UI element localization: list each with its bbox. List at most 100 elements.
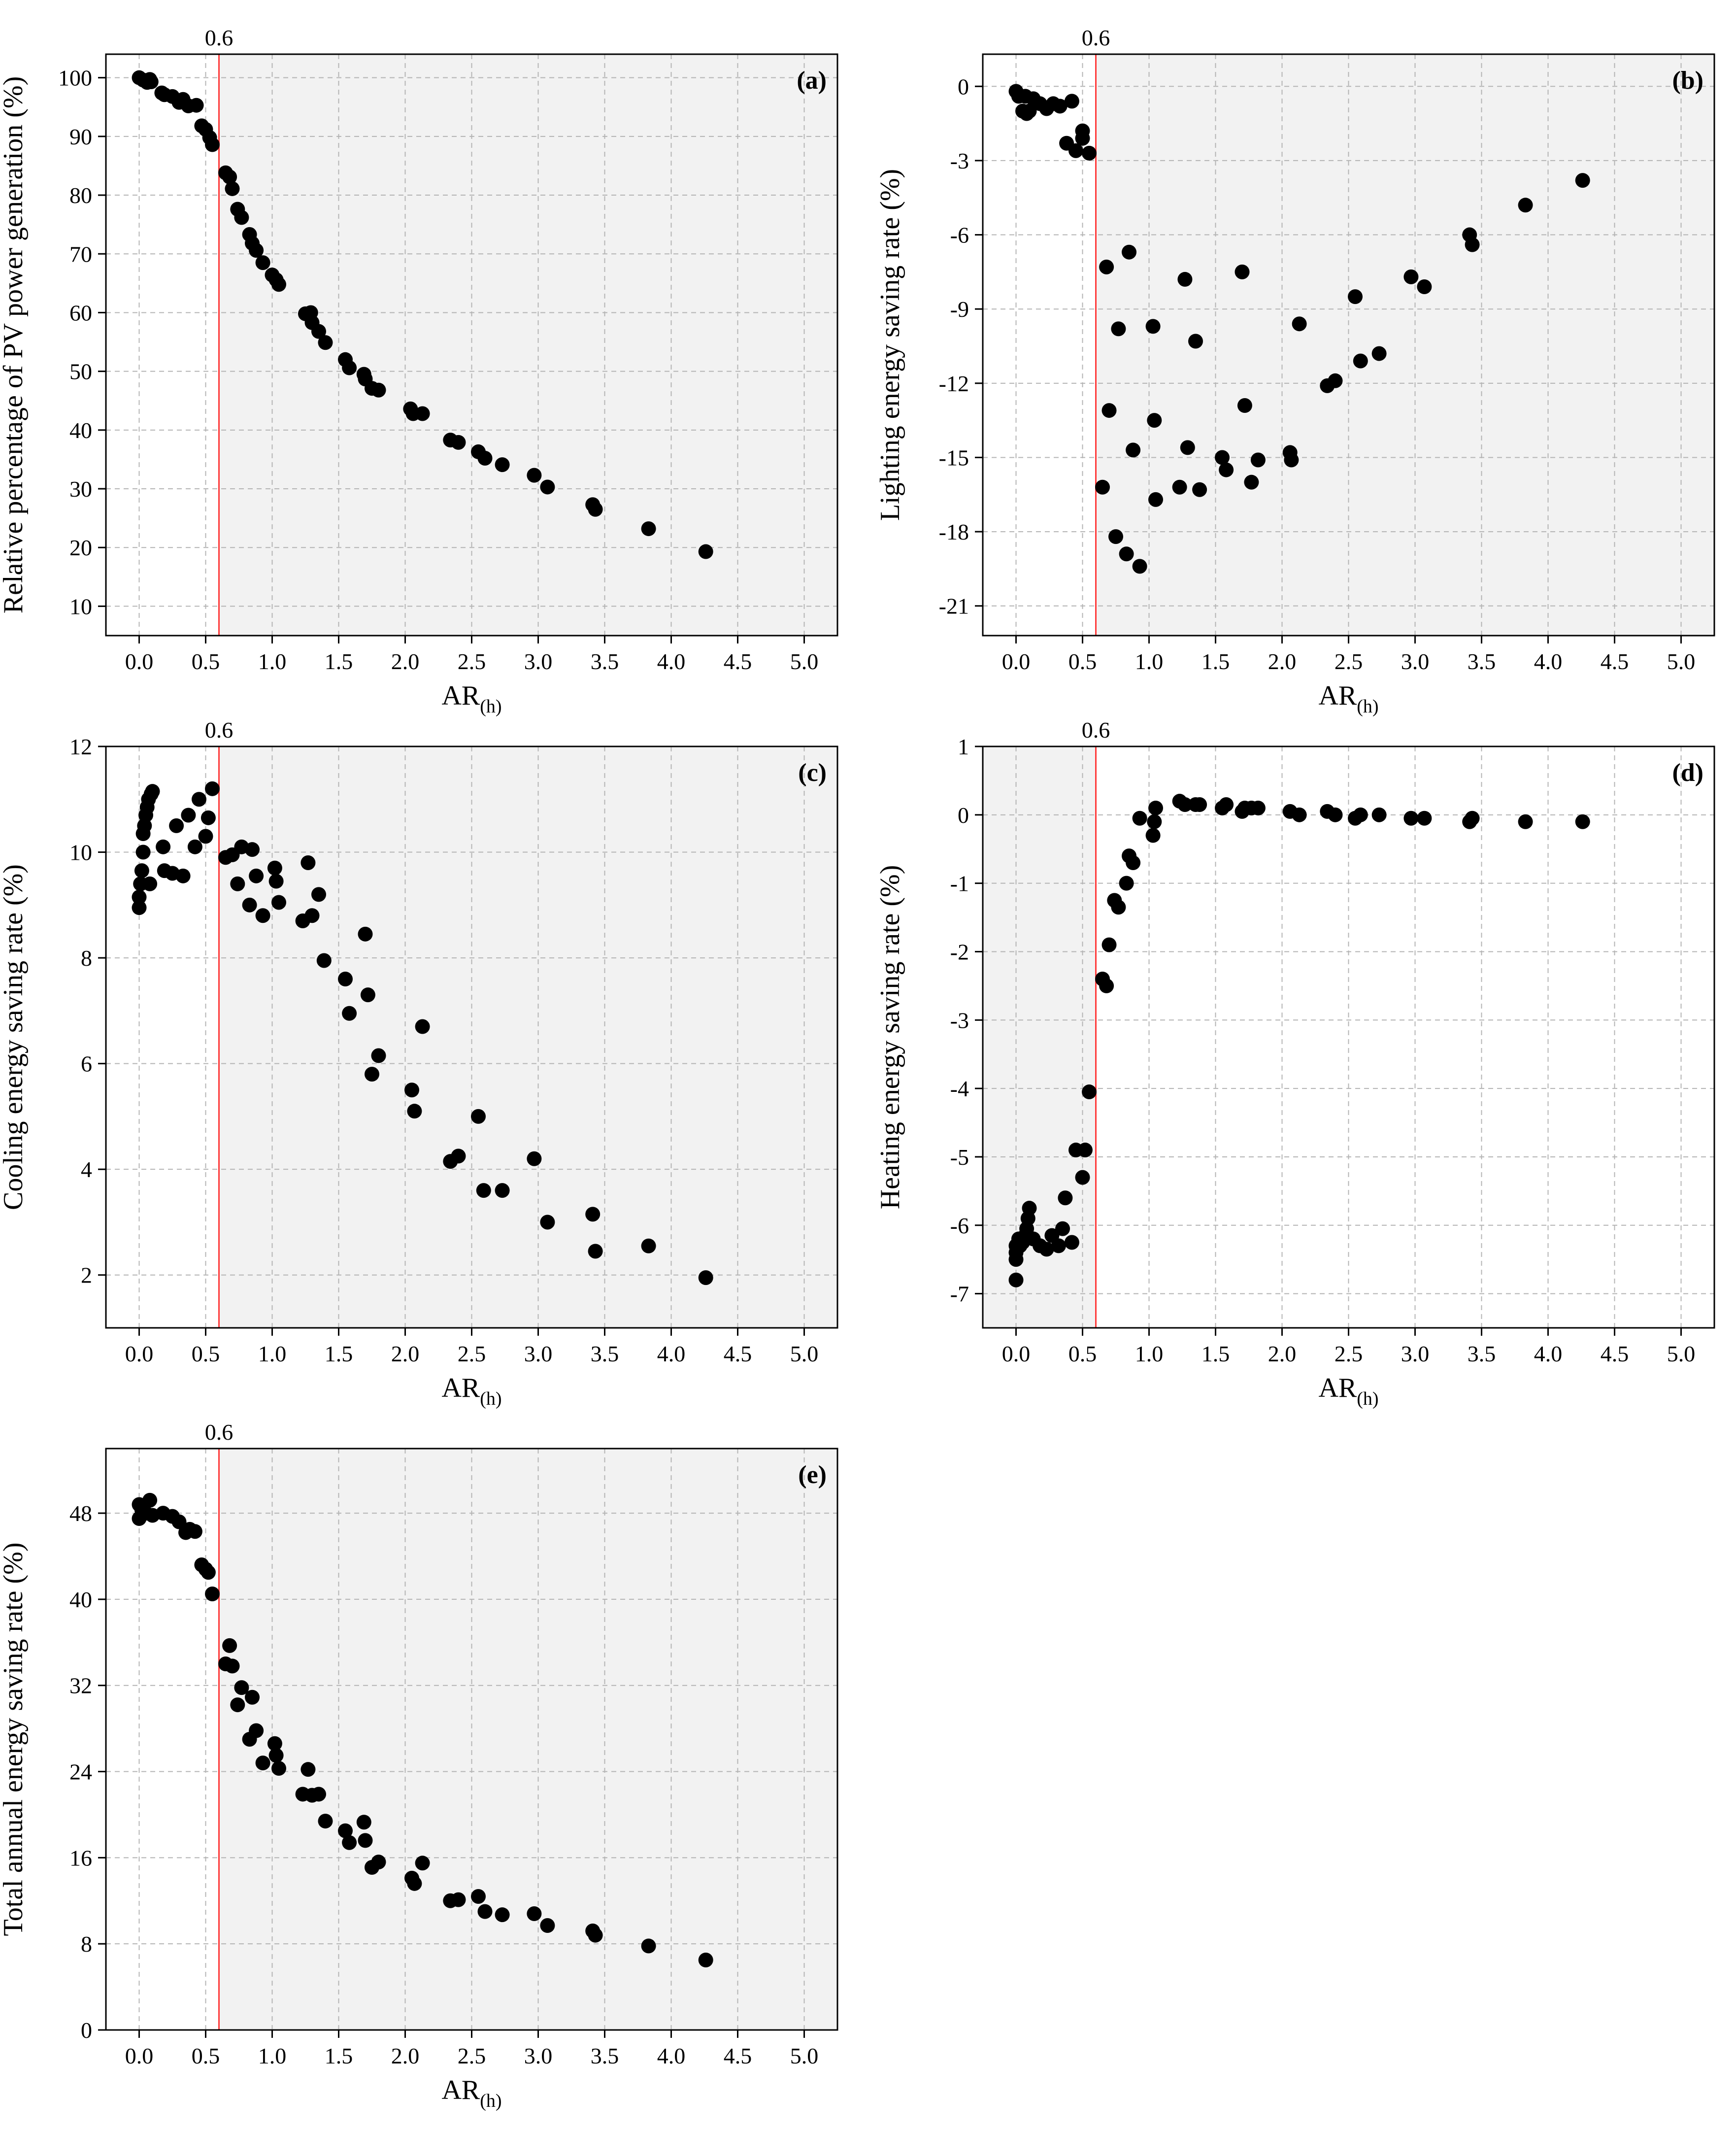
x-axis-title-main: AR bbox=[1318, 1373, 1357, 1403]
data-point bbox=[205, 137, 220, 152]
data-point bbox=[1284, 452, 1299, 468]
y-tick-label: -6 bbox=[950, 1213, 969, 1238]
y-tick-label: 8 bbox=[81, 946, 92, 971]
x-tick-label: 2.0 bbox=[391, 2043, 420, 2068]
y-tick-label: -5 bbox=[950, 1145, 969, 1170]
data-point bbox=[156, 839, 171, 854]
chart-panel-4: 0.6 0.0 0.5 1.0 1.5 2.0 2.5 3.0 3.5 4.0 4.5 5.0 1 0 -1… bbox=[875, 717, 1715, 1409]
y-tick-label: 20 bbox=[69, 535, 92, 560]
data-point bbox=[415, 406, 430, 421]
data-point bbox=[1058, 1190, 1073, 1206]
data-point bbox=[1099, 259, 1114, 274]
y-tick-label: -21 bbox=[939, 594, 969, 619]
data-point bbox=[1237, 398, 1252, 413]
x-tick-label: 0.0 bbox=[125, 649, 154, 674]
x-tick-label: 1.5 bbox=[1202, 1341, 1230, 1366]
data-point bbox=[311, 887, 326, 902]
data-point bbox=[205, 1587, 220, 1601]
threshold-label: 0.6 bbox=[205, 25, 234, 50]
data-point bbox=[1417, 279, 1432, 294]
data-point bbox=[1132, 811, 1147, 826]
y-tick-label: 10 bbox=[69, 594, 92, 619]
data-point bbox=[300, 855, 316, 870]
data-point bbox=[1052, 99, 1068, 114]
data-point bbox=[451, 435, 466, 450]
x-tick-label: 3.5 bbox=[591, 1341, 619, 1366]
x-tick-label: 2.5 bbox=[1335, 1341, 1363, 1366]
data-point bbox=[1064, 1235, 1079, 1250]
data-point bbox=[641, 521, 656, 537]
data-point bbox=[588, 1927, 603, 1943]
data-point bbox=[698, 1952, 713, 1967]
data-point bbox=[477, 1904, 493, 1919]
data-point bbox=[641, 1938, 656, 1954]
y-axis-title: Heating energy saving rate (%) bbox=[875, 865, 905, 1210]
data-point bbox=[527, 1151, 542, 1166]
data-point bbox=[451, 1892, 466, 1907]
x-axis-title-subscript: (h) bbox=[1357, 1388, 1378, 1409]
x-tick-label: 2.5 bbox=[458, 649, 486, 674]
data-point bbox=[1192, 482, 1207, 497]
data-point bbox=[222, 169, 237, 185]
data-point bbox=[1353, 807, 1368, 822]
y-tick-label: 90 bbox=[69, 124, 92, 149]
shaded-region bbox=[219, 746, 837, 1328]
data-point bbox=[1371, 807, 1387, 822]
data-point bbox=[143, 74, 159, 90]
panel-tag: (b) bbox=[1672, 67, 1703, 95]
data-point bbox=[1172, 479, 1187, 495]
data-point bbox=[1371, 346, 1387, 361]
data-point bbox=[1518, 198, 1533, 213]
y-tick-label: 0 bbox=[958, 803, 969, 828]
data-point bbox=[1403, 811, 1419, 826]
data-point bbox=[1008, 1272, 1024, 1287]
x-tick-label: 4.0 bbox=[1534, 649, 1563, 674]
x-tick-label: 2.5 bbox=[458, 2043, 486, 2068]
data-point bbox=[588, 502, 603, 517]
x-tick-label: 0.0 bbox=[125, 2043, 154, 2068]
x-tick-label: 2.5 bbox=[1335, 649, 1363, 674]
data-point bbox=[342, 1835, 357, 1850]
data-point bbox=[134, 863, 149, 879]
x-axis-title-subscript: (h) bbox=[480, 1388, 501, 1409]
y-tick-label: -18 bbox=[939, 519, 969, 544]
data-point bbox=[304, 908, 320, 923]
data-point bbox=[1575, 814, 1590, 829]
panel-tag: (d) bbox=[1672, 759, 1703, 787]
data-point bbox=[451, 1149, 466, 1164]
chart-panel-3: 0.6 0.0 0.5 1.0 1.5 2.0 2.5 3.0 3.5 4.0 4.5 5.0 2 4 6 8… bbox=[0, 717, 838, 1409]
data-point bbox=[267, 1736, 282, 1751]
data-point bbox=[318, 1814, 333, 1829]
y-tick-label: -7 bbox=[950, 1282, 969, 1307]
data-point bbox=[527, 1906, 542, 1921]
data-point bbox=[358, 926, 373, 942]
data-point bbox=[476, 1183, 491, 1198]
y-tick-label: 100 bbox=[58, 66, 92, 91]
x-tick-label: 3.0 bbox=[1401, 649, 1430, 674]
x-tick-label: 2.0 bbox=[391, 649, 420, 674]
x-axis-title-main: AR bbox=[441, 1373, 480, 1403]
y-tick-label: 6 bbox=[81, 1051, 92, 1077]
data-point bbox=[477, 451, 493, 466]
x-axis-title: AR(h) bbox=[441, 2075, 501, 2111]
y-axis-title: Total annual energy saving rate (%) bbox=[0, 1543, 29, 1936]
y-tick-label: 70 bbox=[69, 241, 92, 267]
x-tick-label: 0.5 bbox=[1068, 649, 1097, 674]
data-point bbox=[371, 1048, 386, 1063]
x-axis-title: AR(h) bbox=[441, 1373, 501, 1409]
y-tick-label: -2 bbox=[950, 939, 969, 964]
data-point bbox=[1022, 103, 1037, 119]
data-point bbox=[222, 1638, 237, 1653]
data-point bbox=[1575, 173, 1590, 188]
data-point bbox=[1177, 271, 1193, 287]
x-axis-title: AR(h) bbox=[441, 680, 501, 717]
data-point bbox=[1022, 1201, 1037, 1216]
y-tick-label: 50 bbox=[69, 359, 92, 384]
x-tick-label: 3.0 bbox=[524, 2043, 553, 2068]
data-point bbox=[540, 479, 555, 495]
x-tick-label: 4.0 bbox=[1534, 1341, 1563, 1366]
data-point bbox=[371, 1855, 386, 1870]
data-point bbox=[189, 98, 204, 113]
data-point bbox=[404, 1082, 419, 1098]
